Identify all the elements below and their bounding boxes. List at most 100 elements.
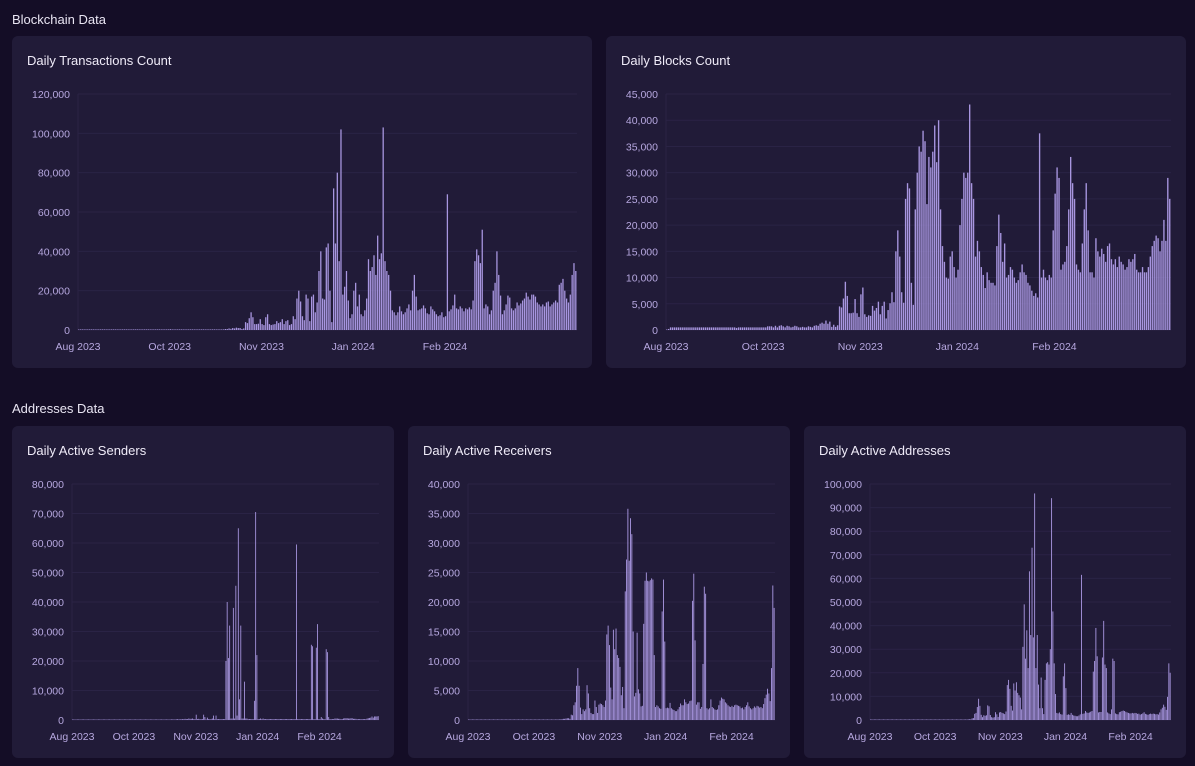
- bar: [562, 718, 564, 720]
- bar: [1167, 177, 1169, 330]
- bar: [213, 715, 214, 720]
- bar: [1091, 272, 1093, 330]
- bar: [328, 717, 330, 720]
- bar: [998, 214, 1000, 330]
- bar: [1118, 712, 1120, 720]
- chart-title: Daily Transactions Count: [27, 53, 172, 68]
- bar: [219, 719, 221, 720]
- bar: [470, 719, 472, 720]
- bar: [424, 308, 427, 330]
- bar: [104, 719, 106, 720]
- bar: [985, 715, 987, 720]
- chart-card-daily-active-addresses: Daily Active Addresses 0 10,000 20,000 30,0…: [804, 426, 1186, 758]
- bar: [80, 719, 82, 720]
- bar: [1150, 713, 1152, 720]
- bar: [990, 282, 992, 330]
- bar: [214, 719, 216, 720]
- bar: [529, 299, 531, 330]
- bar: [1120, 711, 1122, 720]
- bar: [741, 327, 744, 330]
- bar: [641, 705, 643, 720]
- bar: [237, 528, 239, 720]
- y-tick-label: 60,000: [32, 538, 64, 550]
- bar: [1107, 712, 1109, 720]
- bar: [253, 700, 255, 720]
- bar: [313, 719, 315, 720]
- bar: [768, 326, 771, 330]
- bar: [386, 271, 388, 330]
- bar: [553, 302, 555, 330]
- bar: [161, 719, 162, 720]
- bar: [144, 329, 146, 330]
- bar: [1097, 251, 1099, 330]
- bar: [759, 327, 761, 330]
- bar: [856, 313, 858, 330]
- bar: [380, 253, 382, 330]
- bar: [1104, 664, 1106, 720]
- bar: [96, 329, 98, 330]
- bar: [870, 719, 871, 720]
- bar: [81, 719, 83, 720]
- bar: [502, 719, 504, 720]
- bar: [1103, 253, 1105, 330]
- x-tick-label: Oct 2023: [113, 731, 156, 743]
- bar: [593, 714, 595, 720]
- bar: [342, 294, 344, 330]
- bar: [131, 719, 133, 720]
- bar: [493, 719, 494, 720]
- bar: [1101, 248, 1103, 330]
- bar: [751, 709, 753, 720]
- bar: [226, 329, 228, 330]
- bar: [1143, 712, 1145, 720]
- x-tick-label: Feb 2024: [1032, 341, 1077, 353]
- bar: [1151, 246, 1153, 330]
- bar: [340, 719, 342, 720]
- bar: [901, 719, 903, 720]
- bar: [99, 719, 101, 720]
- bar: [518, 305, 520, 330]
- bar: [166, 329, 168, 330]
- bar: [688, 703, 689, 720]
- bar: [514, 719, 516, 720]
- bar: [901, 292, 903, 330]
- bar: [219, 329, 221, 330]
- bar: [116, 329, 118, 330]
- bar: [698, 702, 700, 720]
- bar: [1169, 198, 1171, 330]
- bar: [1015, 682, 1017, 720]
- bar: [886, 719, 888, 720]
- bar: [1125, 711, 1127, 720]
- bar: [647, 580, 649, 720]
- bar: [954, 719, 956, 720]
- bar: [1110, 259, 1113, 330]
- bar: [1077, 716, 1079, 720]
- bar: [969, 104, 971, 331]
- bar: [334, 718, 336, 720]
- bar: [885, 719, 887, 720]
- bar: [953, 719, 955, 720]
- bar: [318, 719, 320, 720]
- bar: [724, 327, 726, 330]
- bar: [266, 314, 269, 330]
- bar: [221, 329, 223, 330]
- bar: [611, 699, 613, 720]
- bar: [700, 327, 703, 330]
- bar: [724, 702, 726, 720]
- bar: [875, 307, 878, 330]
- bar: [912, 304, 915, 330]
- bar: [516, 719, 518, 720]
- bar: [421, 308, 423, 330]
- bar: [1106, 246, 1109, 330]
- bar: [1163, 219, 1165, 330]
- bar: [1091, 711, 1093, 720]
- bar: [146, 719, 148, 720]
- bar: [73, 719, 75, 720]
- bar: [190, 718, 192, 720]
- bar: [230, 328, 232, 330]
- section-title-addresses: Addresses Data: [12, 401, 105, 416]
- bar: [520, 303, 522, 330]
- y-tick-label: 100,000: [32, 128, 70, 140]
- bar: [372, 717, 374, 720]
- bar: [1114, 713, 1116, 720]
- y-tick-label: 30,000: [428, 538, 460, 550]
